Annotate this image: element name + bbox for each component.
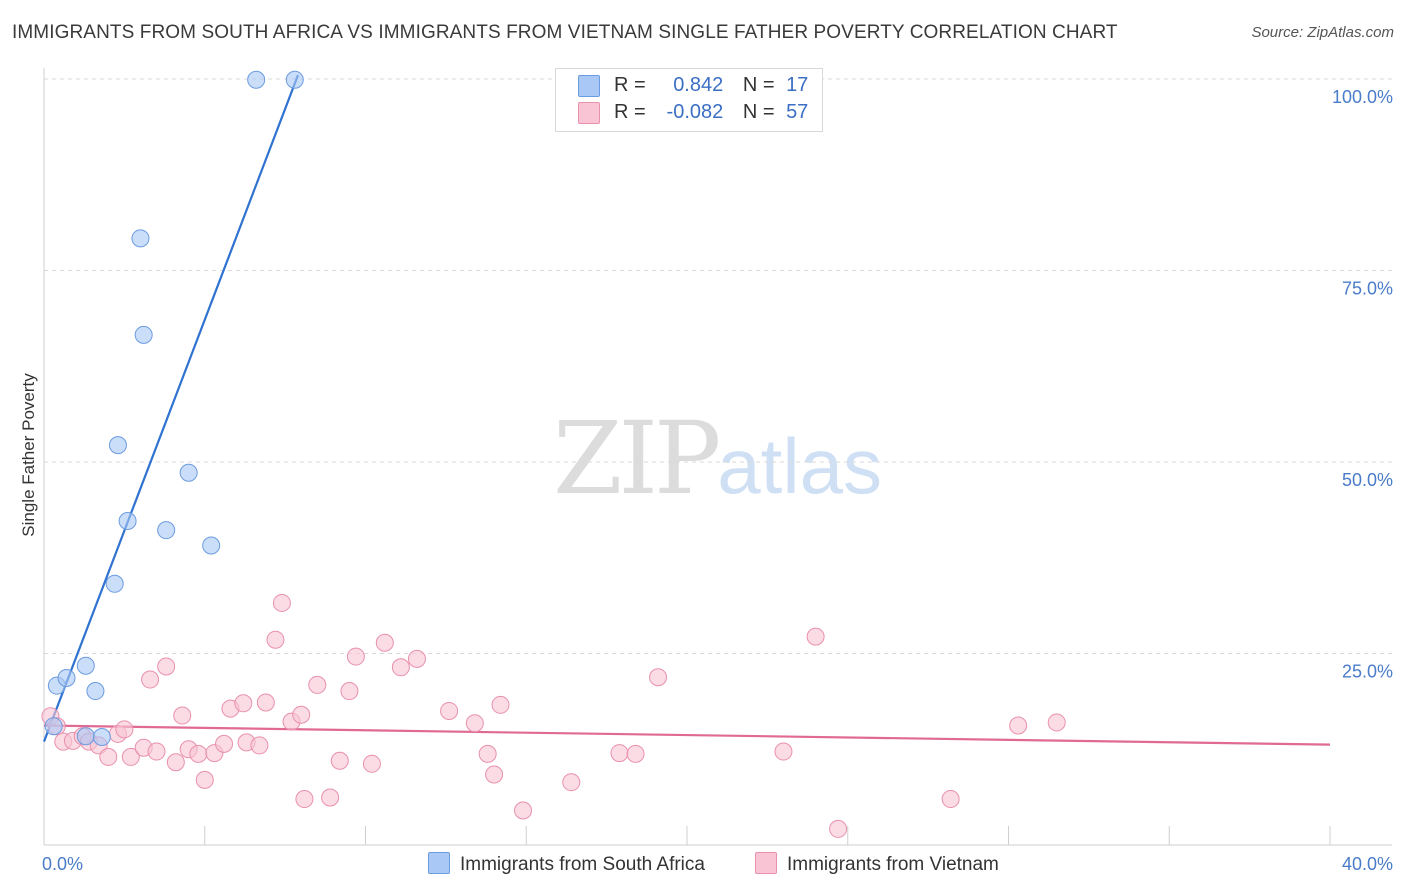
watermark-atlas: atlas (717, 422, 883, 510)
point-south-africa (118, 511, 137, 530)
legend-r-value: -0.082 (666, 101, 724, 123)
point-vietnam (562, 773, 581, 792)
point-vietnam (330, 751, 349, 770)
point-vietnam (407, 649, 426, 668)
point-vietnam (478, 744, 497, 763)
x-tick-label: 40.0% (1342, 854, 1393, 874)
legend-r-label: R = (614, 74, 646, 96)
point-vietnam (391, 658, 410, 677)
data-points (41, 70, 1066, 838)
x-ticks: 0.0% 40.0% (42, 854, 1393, 874)
point-vietnam (626, 744, 645, 763)
point-vietnam (491, 695, 510, 714)
point-south-africa (105, 574, 124, 593)
legend-n-label: N = (742, 74, 775, 96)
x-tick-label: 0.0% (42, 854, 83, 874)
point-south-africa (108, 436, 127, 455)
point-vietnam (514, 801, 533, 820)
bottom-legend-swatch-south-africa (428, 852, 450, 874)
point-vietnam (266, 630, 285, 649)
point-vietnam (157, 657, 176, 676)
point-south-africa (285, 70, 304, 89)
point-south-africa (57, 669, 76, 688)
point-vietnam (649, 668, 668, 687)
point-vietnam (375, 633, 394, 652)
point-vietnam (195, 770, 214, 789)
point-vietnam (141, 670, 160, 689)
point-vietnam (1009, 716, 1028, 735)
legend-r-label: R = (614, 101, 646, 123)
point-south-africa (44, 717, 63, 736)
point-vietnam (440, 701, 459, 720)
trendlines (42, 74, 1331, 746)
point-vietnam (610, 744, 629, 763)
point-vietnam (147, 742, 166, 761)
point-vietnam (485, 765, 504, 784)
y-ticks: 25.0% 50.0% 75.0% 100.0% (1332, 87, 1393, 682)
point-vietnam (272, 593, 291, 612)
y-axis-label: Single Father Poverty (19, 373, 38, 537)
bottom-legend-label-vietnam: Immigrants from Vietnam (787, 854, 999, 875)
bottom-legend-vietnam: Immigrants from Vietnam (755, 852, 999, 876)
point-vietnam (941, 790, 960, 809)
y-tick-label: 75.0% (1342, 279, 1393, 299)
point-south-africa (179, 463, 198, 482)
point-south-africa (134, 325, 153, 344)
point-south-africa (202, 536, 221, 555)
point-vietnam (250, 736, 269, 755)
point-vietnam (321, 788, 340, 807)
chart-title: IMMIGRANTS FROM SOUTH AFRICA VS IMMIGRAN… (12, 22, 1118, 43)
point-vietnam (292, 705, 311, 724)
point-vietnam (295, 790, 314, 809)
point-south-africa (76, 727, 95, 746)
legend-row-south-africa: R = 0.842 N = 17 (578, 74, 808, 100)
bottom-legend-swatch-vietnam (755, 852, 777, 874)
y-tick-label: 25.0% (1342, 662, 1393, 682)
legend-swatch-vietnam (578, 101, 600, 124)
correlation-legend: R = 0.842 N = 17 R = -0.082 N = 57 (555, 68, 823, 132)
point-vietnam (308, 675, 327, 694)
legend-n-value: 57 (786, 101, 809, 123)
point-vietnam (829, 819, 848, 838)
source-credit: Source: ZipAtlas.com (1251, 24, 1394, 41)
point-vietnam (346, 647, 365, 666)
point-south-africa (76, 656, 95, 675)
point-south-africa (86, 682, 105, 701)
bottom-legend-label-south-africa: Immigrants from South Africa (460, 854, 705, 875)
grid-lines (44, 78, 1392, 654)
y-tick-label: 100.0% (1332, 87, 1393, 107)
watermark: ZIPatlas (553, 400, 882, 517)
point-vietnam (774, 742, 793, 761)
point-vietnam (256, 693, 275, 712)
point-vietnam (215, 734, 234, 753)
point-vietnam (465, 714, 484, 733)
point-vietnam (166, 753, 185, 772)
point-vietnam (99, 747, 118, 766)
legend-n-value: 17 (786, 74, 809, 96)
y-tick-label: 50.0% (1342, 470, 1393, 490)
trendline-vietnam (43, 724, 1331, 746)
trendline-south-africa (42, 74, 300, 742)
legend-r-value: 0.842 (673, 74, 724, 96)
point-vietnam (173, 706, 192, 725)
point-vietnam (340, 682, 359, 701)
point-vietnam (115, 720, 134, 739)
point-south-africa (247, 70, 266, 89)
point-south-africa (92, 727, 111, 746)
watermark-zip: ZIP (553, 400, 721, 517)
legend-n-label: N = (742, 101, 775, 123)
point-vietnam (234, 694, 253, 713)
point-vietnam (189, 744, 208, 763)
point-south-africa (157, 521, 176, 540)
point-vietnam (806, 627, 825, 646)
point-vietnam (1047, 713, 1066, 732)
point-south-africa (131, 229, 150, 248)
point-vietnam (362, 754, 381, 773)
legend-row-vietnam: R = -0.082 N = 57 (578, 101, 808, 127)
point-vietnam (121, 747, 140, 766)
bottom-legend-south-africa: Immigrants from South Africa (428, 852, 705, 876)
legend-swatch-south-africa (578, 74, 600, 97)
